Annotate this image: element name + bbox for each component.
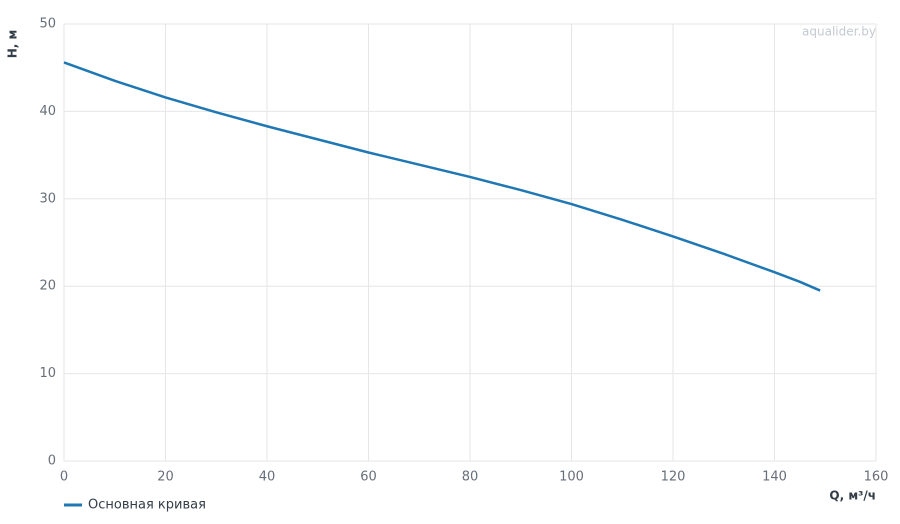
y-tick-label: 30 — [39, 191, 56, 206]
x-tick-label: 140 — [762, 470, 787, 485]
x-tick-label: 20 — [157, 470, 174, 485]
x-tick-label: 0 — [60, 470, 68, 485]
x-tick-label: 40 — [259, 470, 276, 485]
data-line — [63, 61, 821, 292]
y-axis-title: H, м — [6, 30, 20, 59]
y-tick-label: 0 — [48, 454, 56, 469]
y-tick-label: 10 — [39, 366, 56, 381]
legend-label[interactable]: Основная кривая — [88, 498, 206, 513]
x-tick-label: 160 — [864, 470, 889, 485]
x-tick-label: 120 — [661, 470, 686, 485]
y-tick-label: 50 — [39, 17, 56, 32]
x-tick-label: 100 — [559, 470, 584, 485]
y-tick-label: 20 — [39, 279, 56, 294]
watermark: aqualider.by — [802, 25, 876, 39]
x-tick-label: 60 — [360, 470, 377, 485]
x-axis-title: Q, м³/ч — [829, 489, 876, 503]
x-tick-label: 80 — [462, 470, 479, 485]
y-tick-label: 40 — [39, 104, 56, 119]
